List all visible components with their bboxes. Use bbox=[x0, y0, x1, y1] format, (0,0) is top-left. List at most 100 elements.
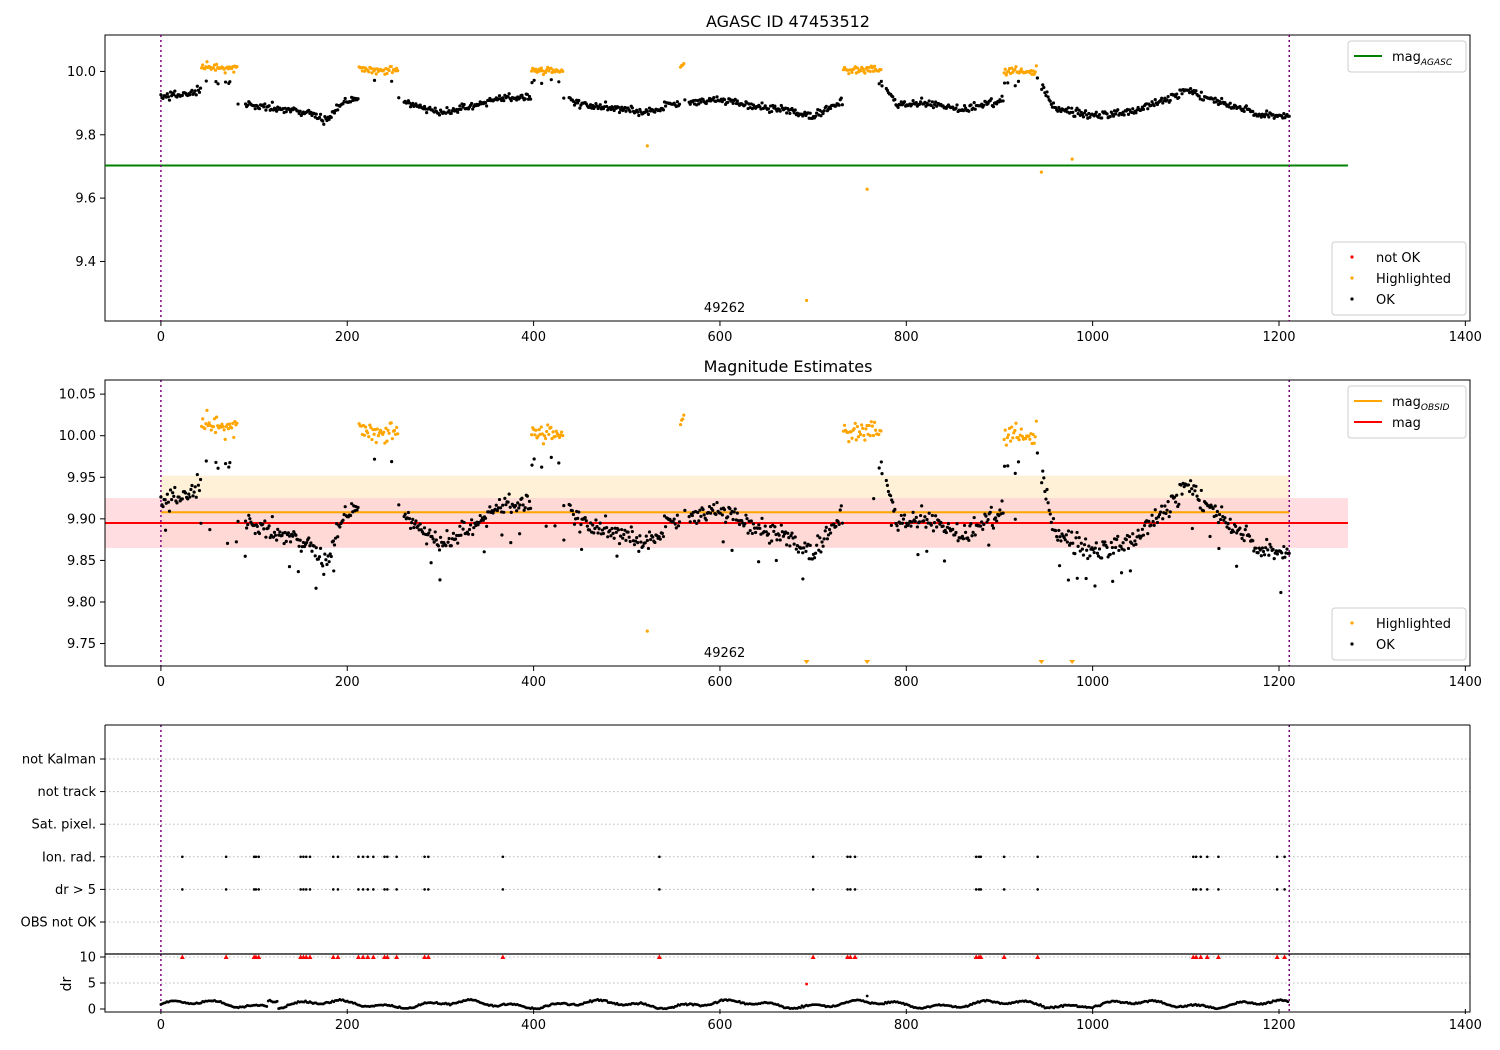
ok-point bbox=[720, 100, 724, 104]
ok-point bbox=[603, 514, 608, 518]
ok-point bbox=[661, 108, 666, 112]
ok-point bbox=[1272, 556, 1276, 561]
ok-point bbox=[880, 471, 884, 476]
x-tick-label: 1000 bbox=[1076, 1018, 1109, 1033]
ok-point bbox=[1187, 489, 1192, 494]
ok-point bbox=[321, 119, 325, 123]
ok-point bbox=[267, 524, 271, 528]
ok-point bbox=[672, 517, 676, 521]
ok-point bbox=[523, 506, 527, 510]
ok-point bbox=[1049, 520, 1053, 524]
flag-point bbox=[1283, 855, 1286, 859]
highlighted-point bbox=[1032, 441, 1036, 445]
legend-box bbox=[1347, 385, 1467, 439]
flag-point bbox=[427, 855, 430, 859]
ok-point bbox=[924, 525, 928, 529]
ok-point bbox=[1092, 550, 1096, 555]
flag-point bbox=[304, 888, 308, 891]
ok-point bbox=[648, 537, 653, 542]
flag-point bbox=[308, 855, 312, 859]
ok-point bbox=[1084, 576, 1088, 581]
flag-point bbox=[336, 888, 340, 891]
ok-point bbox=[815, 543, 819, 547]
x-tick-label: 800 bbox=[894, 675, 919, 690]
x-tick-label: 800 bbox=[894, 330, 919, 345]
ok-point bbox=[320, 561, 324, 566]
highlighted-point bbox=[645, 629, 649, 633]
ok-point bbox=[296, 570, 300, 574]
ok-point bbox=[1065, 540, 1069, 544]
ok-point bbox=[562, 96, 566, 100]
dr-flag-marker bbox=[360, 954, 366, 959]
ok-point bbox=[288, 110, 293, 114]
ok-point bbox=[1082, 543, 1087, 547]
x-tick-label: 1000 bbox=[1076, 675, 1109, 690]
ok-point bbox=[925, 517, 929, 522]
ok-point bbox=[991, 105, 996, 109]
ok-point bbox=[915, 525, 919, 529]
flag-point bbox=[853, 888, 857, 891]
ok-point bbox=[980, 520, 984, 524]
ok-point bbox=[879, 79, 883, 84]
ok-point bbox=[720, 513, 724, 517]
ok-point bbox=[722, 97, 727, 102]
flag-point bbox=[1194, 855, 1198, 859]
ok-point bbox=[1131, 532, 1135, 536]
highlighted-point bbox=[203, 426, 207, 431]
flag-row-label: Sat. pixel. bbox=[32, 818, 96, 833]
ok-point bbox=[216, 466, 220, 470]
ok-point bbox=[1134, 111, 1138, 115]
ok-point bbox=[946, 522, 951, 526]
ok-point bbox=[641, 544, 645, 548]
highlighted-point bbox=[1020, 434, 1024, 438]
ok-point bbox=[594, 518, 598, 522]
ok-point bbox=[1142, 523, 1147, 528]
ok-point bbox=[1141, 533, 1146, 537]
ok-point bbox=[735, 511, 739, 515]
ok-point bbox=[757, 523, 761, 527]
ok-point bbox=[927, 99, 931, 103]
ok-point bbox=[900, 521, 904, 525]
highlighted-point bbox=[207, 421, 211, 425]
highlighted-point bbox=[879, 68, 883, 72]
ok-point bbox=[577, 510, 581, 514]
ok-point bbox=[730, 548, 734, 552]
ok-point bbox=[997, 514, 1001, 518]
ok-point bbox=[488, 505, 492, 509]
ok-point bbox=[885, 483, 889, 487]
ok-point bbox=[1088, 115, 1092, 119]
ok-point bbox=[788, 544, 792, 548]
highlighted-point bbox=[392, 428, 397, 433]
ok-point bbox=[578, 530, 582, 534]
ok-point bbox=[1265, 109, 1269, 113]
ok-point bbox=[645, 538, 649, 543]
highlighted-point bbox=[1002, 71, 1006, 75]
ok-point bbox=[462, 520, 466, 525]
ok-point bbox=[910, 520, 914, 524]
ok-point bbox=[989, 505, 993, 509]
highlighted-point bbox=[375, 427, 379, 431]
ok-point bbox=[732, 510, 736, 514]
highlighted-point bbox=[374, 440, 378, 445]
ok-point bbox=[332, 111, 337, 115]
ok-point bbox=[1136, 528, 1140, 532]
ok-point bbox=[711, 508, 715, 512]
highlighted-point bbox=[213, 430, 218, 435]
ok-point bbox=[802, 546, 806, 550]
ok-point bbox=[824, 525, 828, 529]
dr-flag-marker bbox=[1274, 954, 1280, 959]
ok-point bbox=[651, 535, 655, 539]
ok-point bbox=[502, 510, 506, 514]
ok-point bbox=[1077, 108, 1081, 112]
ok-point bbox=[902, 513, 907, 517]
ok-point bbox=[808, 543, 812, 547]
ok-point bbox=[427, 531, 431, 535]
ok-point bbox=[737, 522, 742, 527]
ok-point bbox=[671, 520, 675, 524]
ok-point bbox=[712, 96, 716, 100]
ok-point bbox=[674, 526, 678, 530]
ok-point bbox=[637, 113, 641, 118]
ok-point bbox=[1035, 76, 1039, 80]
ok-point bbox=[314, 112, 318, 116]
ok-point bbox=[781, 534, 786, 538]
